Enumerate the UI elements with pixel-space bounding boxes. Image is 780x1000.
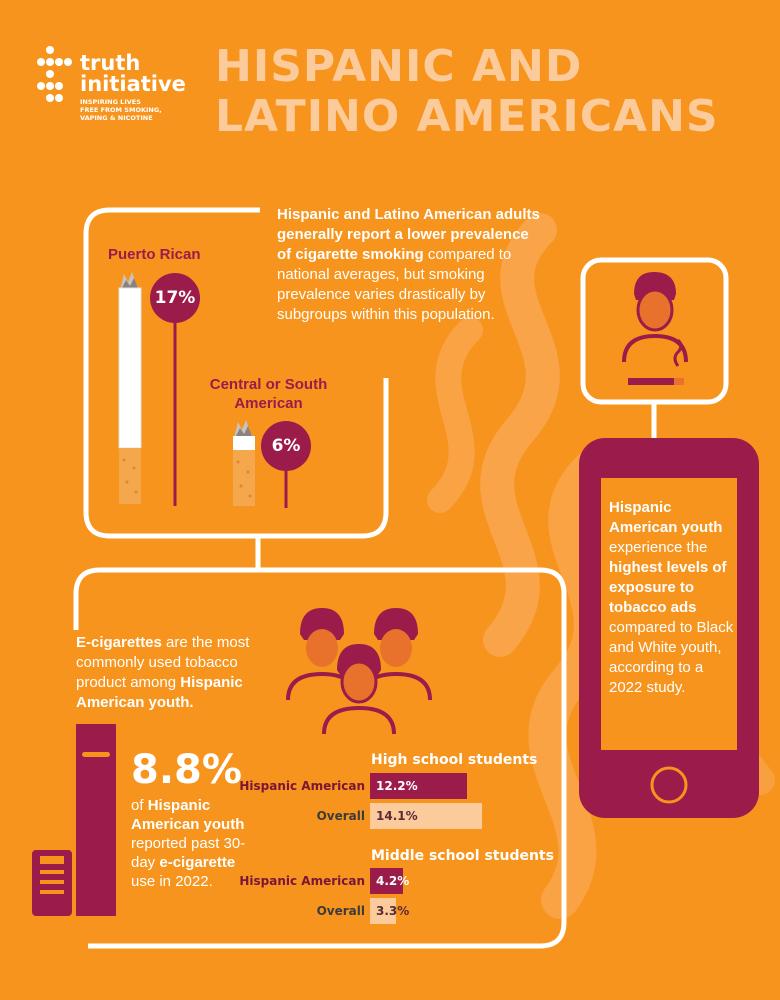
- central-south-american-marker: [261, 421, 311, 508]
- ms-hispanic-value: 4.2%: [376, 874, 410, 888]
- central-south-american-value: 6%: [271, 436, 301, 456]
- puerto-rican-value: 17%: [154, 288, 196, 308]
- ms-hispanic-bar: [370, 868, 404, 894]
- brand-name-line2: initiative: [80, 72, 186, 96]
- ads-exposure-text: Hispanic American youth experience the h…: [609, 499, 734, 696]
- cigarette-tall-icon: [118, 272, 142, 504]
- page-title: HISPANIC AND LATINO AMERICANS: [215, 41, 719, 142]
- e-cigarette-device-icon: [32, 724, 116, 916]
- hs-overall-bar: [370, 803, 482, 829]
- ms-overall-bar: [370, 898, 397, 924]
- brand-name-line1: truth: [80, 51, 141, 75]
- truth-initiative-logo-icon: [37, 46, 72, 102]
- puerto-rican-marker: [150, 273, 200, 506]
- person-smoking-icon: [622, 272, 688, 385]
- middle-school-chart-title: Middle school students: [371, 848, 554, 864]
- hs-overall-label: Overall: [316, 809, 365, 823]
- hs-hispanic-label: Hispanic American: [239, 779, 365, 793]
- brand-tagline: INSPIRING LIVES FREE FROM SMOKING, VAPIN…: [80, 98, 162, 122]
- puerto-rican-label: Puerto Rican: [108, 246, 201, 263]
- hs-hispanic-value: 12.2%: [376, 779, 418, 793]
- ms-overall-label: Overall: [316, 904, 365, 918]
- adult-smoking-description: Hispanic and Latino American adults gene…: [277, 206, 540, 323]
- cigarette-short-icon: [233, 420, 255, 506]
- high-school-chart-title: High school students: [371, 752, 538, 768]
- ms-overall-value: 3.3%: [376, 904, 410, 918]
- central-south-american-label: Central or South American: [209, 376, 328, 412]
- ecig-stat: 8.8%: [131, 747, 242, 793]
- ms-hispanic-label: Hispanic American: [239, 874, 365, 888]
- ecig-intro-text: E-cigarettes are the most commonly used …: [76, 634, 250, 711]
- hs-overall-value: 14.1%: [376, 809, 418, 823]
- hs-hispanic-bar: [370, 773, 467, 799]
- youth-group-icon: [286, 608, 432, 735]
- ecig-stat-text: of Hispanic American youth reported past…: [131, 797, 246, 890]
- phone-icon: [579, 438, 759, 818]
